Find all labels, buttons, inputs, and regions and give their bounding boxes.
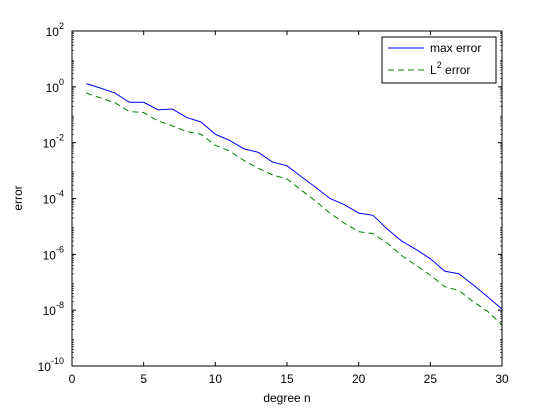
y-tick-exponent: 2 (59, 21, 64, 31)
y-tick-label: 10-4 (43, 189, 64, 207)
y-tick-base: 10 (43, 248, 57, 262)
x-tick-label: 15 (280, 372, 294, 386)
x-tick-label: 5 (140, 372, 147, 386)
y-tick-label: 10-6 (43, 244, 64, 262)
x-tick-label: 25 (424, 372, 438, 386)
series-layer (86, 83, 503, 326)
legend-l2-main: L (430, 63, 437, 77)
y-tick-label: 100 (46, 77, 64, 95)
y-tick-exponent: 0 (59, 77, 64, 87)
y-tick-exponent: -2 (56, 133, 64, 143)
series-l2-error-line (86, 92, 503, 326)
series-max-error-line (86, 83, 503, 310)
y-tick-base: 10 (46, 25, 60, 39)
legend-l2-tail: error (442, 63, 471, 77)
y-tick-base: 10 (43, 193, 57, 207)
plot-area (71, 30, 503, 367)
y-tick-exponent: -4 (56, 189, 64, 199)
y-tick-exponent: -10 (51, 356, 64, 366)
x-tick-label: 10 (209, 372, 223, 386)
y-tick-exponent: -8 (56, 300, 64, 310)
x-axis-label: degree n (263, 391, 310, 405)
x-tick-label: 0 (69, 372, 76, 386)
y-tick-base: 10 (43, 137, 57, 151)
legend: max error L2 error (381, 36, 497, 84)
y-tick-label: 10-2 (43, 133, 64, 151)
legend-box (381, 36, 497, 84)
y-tick-exponent: -6 (56, 244, 64, 254)
y-tick-label: 10-8 (43, 300, 64, 318)
legend-label-l2-error: L2 error (430, 60, 470, 77)
y-tick-label: 102 (46, 21, 64, 39)
y-axis-label: error (11, 185, 25, 210)
y-tick-base: 10 (46, 81, 60, 95)
x-tick-label: 30 (495, 372, 509, 386)
x-tick-label: 20 (352, 372, 366, 386)
legend-l2-sup: 2 (437, 60, 442, 70)
y-tick-base: 10 (38, 360, 52, 374)
legend-label-max-error: max error (430, 41, 481, 55)
y-tick-label: 10-10 (38, 356, 64, 374)
y-tick-base: 10 (43, 304, 57, 318)
